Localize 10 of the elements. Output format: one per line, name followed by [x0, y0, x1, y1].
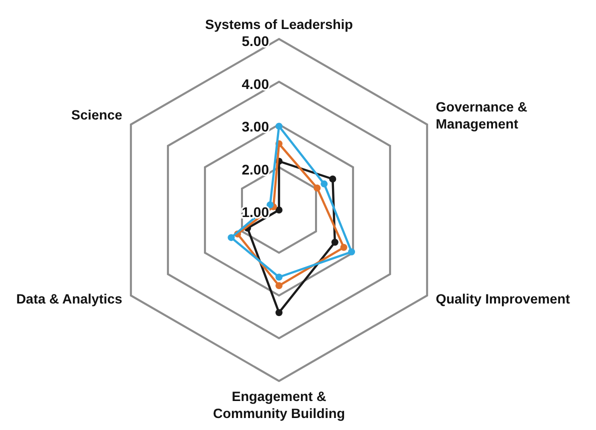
y-tick-label: 2.00 — [242, 161, 270, 178]
spoke-label: Science — [71, 108, 123, 122]
y-tick-label: 4.00 — [242, 76, 270, 92]
spoke-label: Quality Improvement — [436, 292, 571, 306]
y-tick-label: 3.00 — [242, 118, 270, 134]
spoke-label: Engagement & Community Building — [213, 389, 345, 421]
y-tick-label: 5.00 — [242, 33, 270, 49]
spoke-label: Systems of Leadership — [205, 17, 353, 32]
spoke-label: Data & Analytics — [16, 292, 122, 306]
spoke-label: Governance & Management — [436, 100, 528, 132]
